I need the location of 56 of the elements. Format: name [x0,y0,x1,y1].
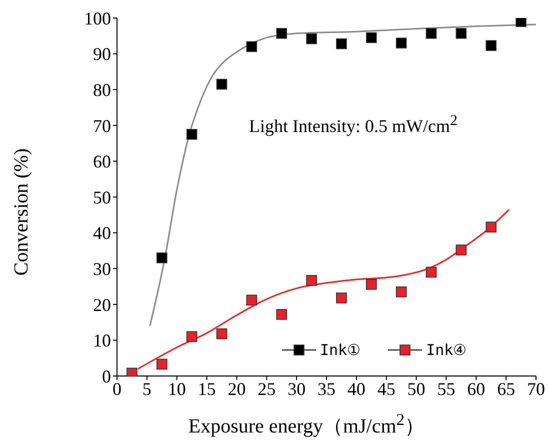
point [246,294,258,306]
y-tick-label: 10 [93,330,111,351]
point [156,358,168,370]
point [186,331,198,342]
legend-label: Ink① [320,341,360,359]
y-tick-label: 50 [93,187,111,208]
x-tick-label: 30 [288,378,306,399]
point [456,28,467,39]
point [426,28,437,39]
y-tick-label: 70 [93,116,111,136]
point [396,286,407,298]
point [486,40,497,51]
annotation: Light Intensity: 0.5 mW/cm$^{2}$ [249,113,458,137]
x-tick-label: 35 [318,378,336,399]
x-axis-title: Exposure energy（mJ/cm$^{2}$） [187,410,426,440]
y-tick-label: 100 [84,8,111,28]
y-tick-label: 30 [93,258,111,279]
legend-label: Ink④ [426,341,466,359]
point [456,244,467,256]
point [216,328,228,340]
line-series [149,24,536,327]
x-tick-label: 60 [467,378,486,399]
x-tick-label: 40 [347,378,366,399]
point [426,266,437,278]
x-tick-label: 15 [198,378,216,399]
point [306,33,317,44]
y-tick-label: 0 [102,366,111,386]
x-tick-label: 5 [142,378,152,399]
x-tick-label: 45 [377,378,396,399]
point [216,78,228,90]
point [276,309,288,320]
y-tick-label: 90 [93,44,111,64]
x-tick-label: 50 [407,378,426,399]
y-tick-label: 80 [93,80,111,100]
point [246,41,258,52]
y-tick-label: 60 [93,152,111,172]
x-tick-label: 65 [497,378,516,399]
point [516,18,526,27]
point [366,278,377,290]
point [156,252,168,264]
y-axis-title: Conversion (%) [10,148,34,276]
point [336,292,347,304]
x-tick-label: 70 [527,378,545,399]
x-tick-label: 55 [437,378,456,399]
point [306,275,317,286]
point [396,38,407,48]
y-tick-label: 40 [93,223,111,244]
x-tick-label: 25 [258,378,276,399]
point [186,128,198,140]
point [366,32,377,44]
x-tick-label: 20 [228,378,246,399]
x-tick-label: 10 [168,378,186,399]
point [276,28,288,39]
point [486,222,497,232]
y-tick-label: 20 [93,294,111,315]
point [336,38,347,50]
